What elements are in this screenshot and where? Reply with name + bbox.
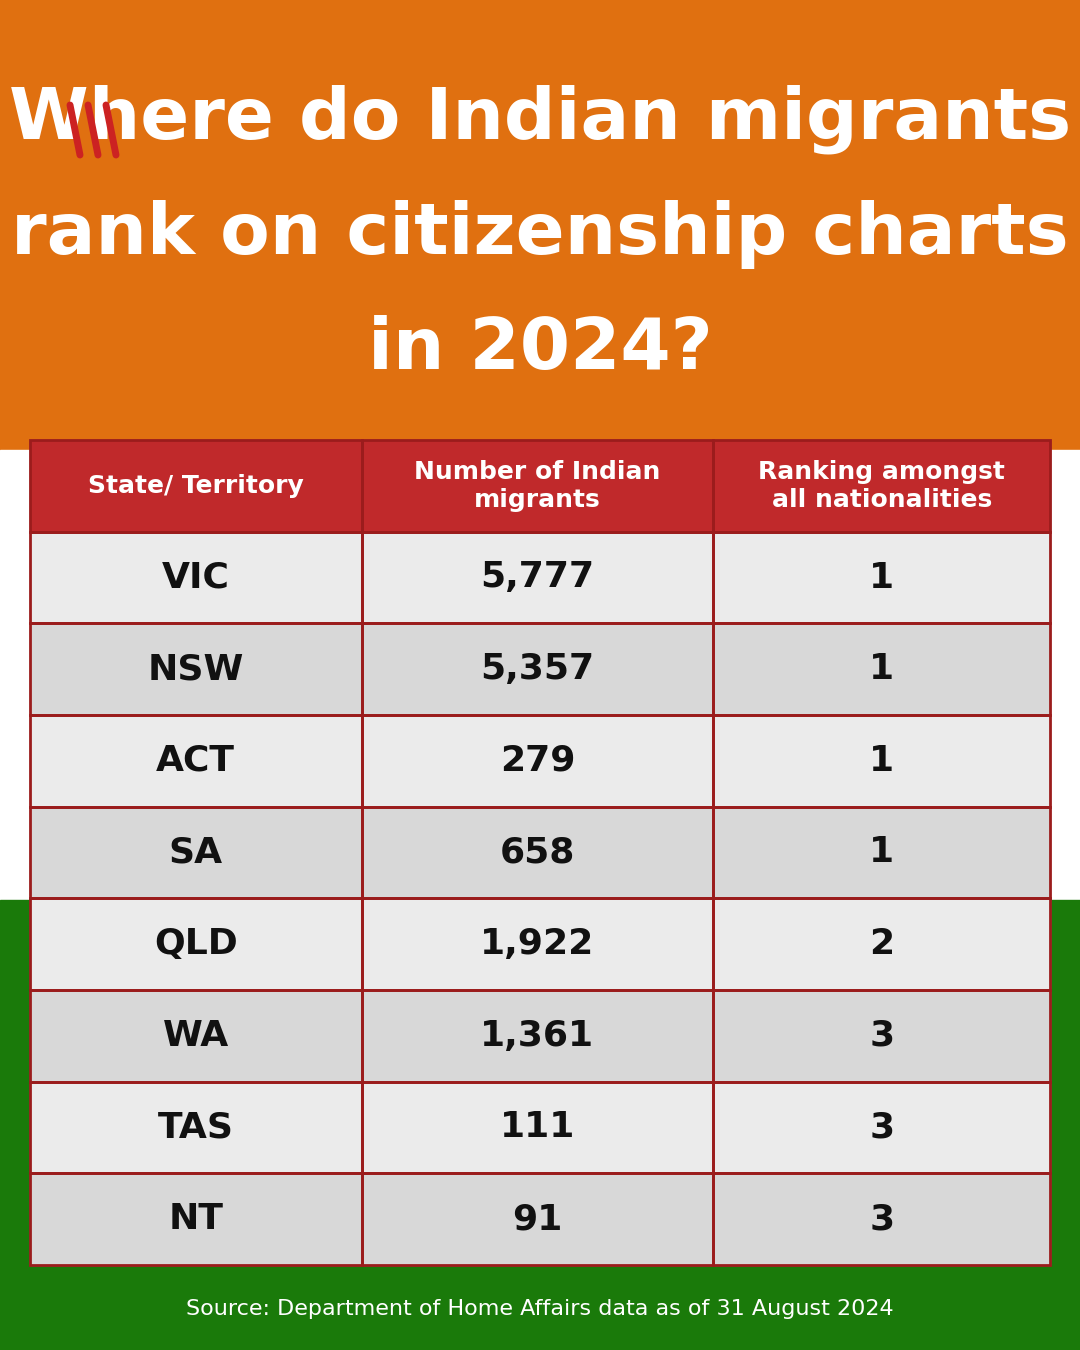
Text: 1,922: 1,922 [481, 927, 595, 961]
Bar [362, 1173, 714, 1265]
Bar [30, 807, 362, 898]
Text: 5,357: 5,357 [481, 652, 594, 686]
Bar [30, 1173, 362, 1265]
Bar [30, 898, 362, 990]
Bar [30, 532, 362, 624]
Bar [714, 716, 1050, 807]
Bar [30, 532, 362, 624]
Bar [30, 1173, 362, 1265]
Text: 658: 658 [500, 836, 576, 869]
Text: TAS: TAS [158, 1111, 233, 1145]
Bar [714, 440, 1050, 532]
Bar [0, 1268, 1080, 1350]
Bar [30, 440, 362, 532]
Bar [30, 716, 362, 807]
Bar [30, 624, 362, 716]
Bar [0, 450, 1080, 900]
Text: ACT: ACT [157, 744, 235, 778]
Text: Number of Indian
migrants: Number of Indian migrants [415, 460, 661, 512]
Text: VIC: VIC [162, 560, 230, 594]
Bar [714, 1081, 1050, 1173]
Text: Where do Indian migrants: Where do Indian migrants [9, 85, 1071, 154]
Text: State/ Territory: State/ Territory [87, 474, 303, 498]
Bar [362, 624, 714, 716]
Bar [714, 807, 1050, 898]
Bar [30, 990, 362, 1081]
Bar [0, 0, 1080, 450]
Text: 2: 2 [869, 927, 894, 961]
Text: NSW: NSW [148, 652, 244, 686]
Bar [30, 624, 362, 716]
Bar [714, 440, 1050, 532]
Bar [714, 624, 1050, 716]
Bar [30, 807, 362, 898]
Text: rank on citizenship charts: rank on citizenship charts [11, 200, 1069, 269]
Bar [30, 1081, 362, 1173]
Bar [714, 898, 1050, 990]
Bar [362, 532, 714, 624]
Bar [362, 807, 714, 898]
Bar [362, 898, 714, 990]
Bar [362, 898, 714, 990]
Text: 3: 3 [869, 1111, 894, 1145]
Bar [714, 716, 1050, 807]
Bar [714, 624, 1050, 716]
Bar [362, 1081, 714, 1173]
Bar [30, 898, 362, 990]
Text: 5,777: 5,777 [481, 560, 594, 594]
Bar [362, 1173, 714, 1265]
Bar [362, 1081, 714, 1173]
Text: 3: 3 [869, 1019, 894, 1053]
Text: 1: 1 [869, 836, 894, 869]
Bar [714, 1173, 1050, 1265]
Text: in 2024?: in 2024? [367, 315, 713, 383]
Bar [714, 807, 1050, 898]
Bar [30, 990, 362, 1081]
Bar [362, 532, 714, 624]
Bar [362, 440, 714, 532]
Bar [30, 440, 362, 532]
Text: 1: 1 [869, 560, 894, 594]
Bar [362, 716, 714, 807]
Text: QLD: QLD [153, 927, 238, 961]
Text: Ranking amongst
all nationalities: Ranking amongst all nationalities [758, 460, 1005, 512]
Bar [362, 990, 714, 1081]
Text: 91: 91 [512, 1202, 563, 1237]
Bar [30, 1081, 362, 1173]
Text: NT: NT [168, 1202, 224, 1237]
Bar [714, 532, 1050, 624]
Bar [30, 716, 362, 807]
Text: 1: 1 [869, 652, 894, 686]
Bar [362, 716, 714, 807]
Text: SA: SA [168, 836, 222, 869]
Text: WA: WA [163, 1019, 229, 1053]
Text: Source: Department of Home Affairs data as of 31 August 2024: Source: Department of Home Affairs data … [186, 1299, 894, 1319]
Bar [714, 532, 1050, 624]
Text: 279: 279 [500, 744, 576, 778]
Bar [714, 990, 1050, 1081]
Bar [362, 807, 714, 898]
Text: 1,361: 1,361 [481, 1019, 594, 1053]
Bar [362, 624, 714, 716]
Bar [0, 900, 1080, 1350]
Bar [362, 440, 714, 532]
Text: 1: 1 [869, 744, 894, 778]
Text: 3: 3 [869, 1202, 894, 1237]
Bar [362, 990, 714, 1081]
Bar [714, 1173, 1050, 1265]
Bar [714, 1081, 1050, 1173]
Bar [714, 898, 1050, 990]
Bar [714, 990, 1050, 1081]
Text: 111: 111 [500, 1111, 576, 1145]
